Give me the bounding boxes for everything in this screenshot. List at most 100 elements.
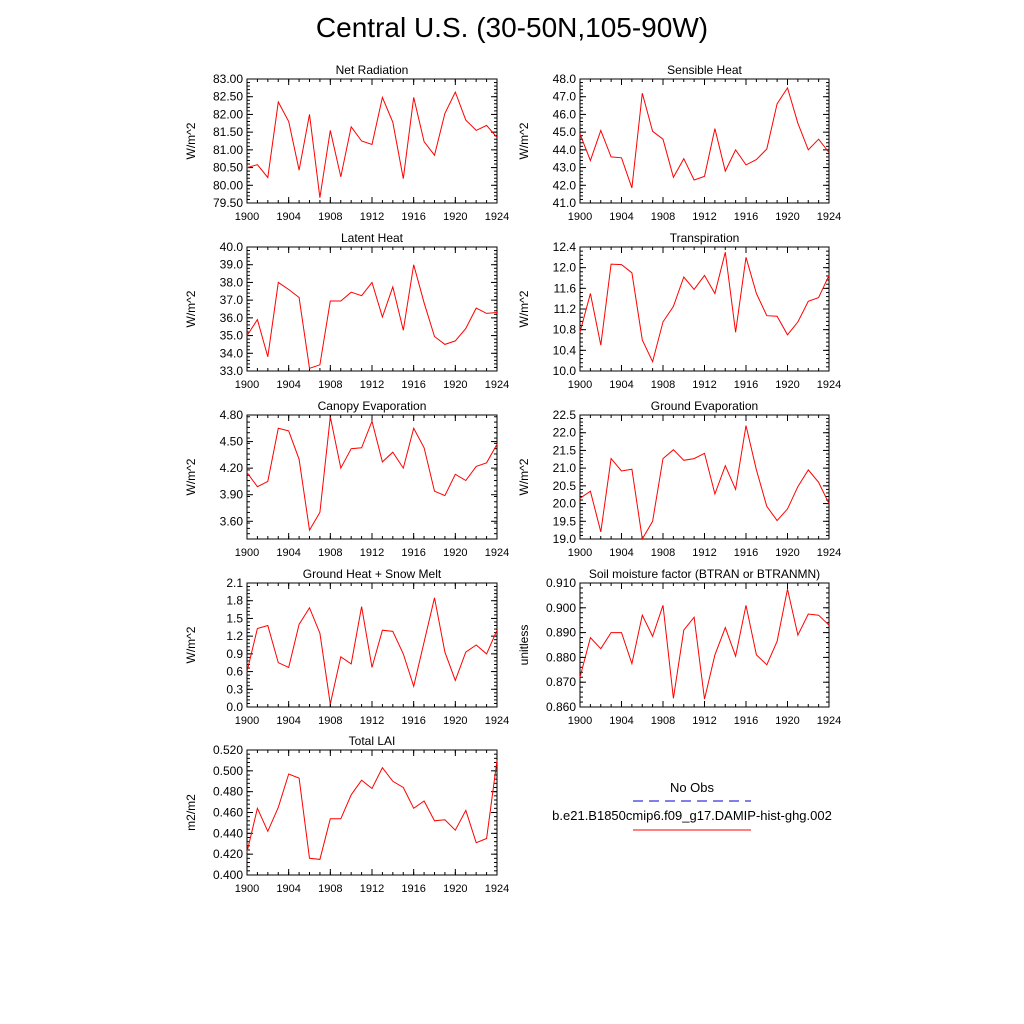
x-tick-label: 1916	[734, 211, 758, 223]
x-tick-label: 1904	[276, 715, 300, 727]
y-tick-label: 79.50	[213, 196, 243, 210]
x-tick-label: 1916	[401, 883, 425, 895]
y-tick-label: 1.5	[226, 611, 243, 625]
y-axis-label: m2/m2	[184, 794, 198, 831]
y-tick-label: 11.6	[554, 281, 577, 295]
x-tick-label: 1912	[692, 379, 716, 391]
x-tick-label: 1900	[568, 715, 592, 727]
x-tick-label: 1900	[235, 883, 259, 895]
x-tick-label: 1920	[443, 547, 467, 559]
x-tick-label: 1924	[485, 715, 509, 727]
x-tick-label: 1920	[443, 883, 467, 895]
y-tick-label: 20.0	[553, 497, 577, 511]
y-tick-label: 41.0	[553, 196, 577, 210]
y-tick-label: 10.8	[553, 323, 577, 337]
series-line	[246, 597, 498, 705]
x-tick-label: 1900	[235, 211, 259, 223]
y-tick-label: 33.0	[220, 364, 244, 378]
y-tick-label: 3.60	[220, 514, 244, 528]
series-line	[579, 252, 830, 364]
panel-title: Ground Evaporation	[651, 399, 758, 413]
y-tick-label: 36.0	[220, 311, 244, 325]
x-tick-label: 1900	[568, 547, 592, 559]
y-tick-label: 80.50	[213, 161, 243, 175]
panel-title: Net Radiation	[336, 63, 409, 77]
y-tick-label: 12.0	[553, 261, 577, 275]
panel-7: 1900 1904 1908 1912 1916 1920 1924 0.0 0.3 0.6 0.9…	[184, 567, 509, 727]
y-tick-label: 21.0	[553, 461, 577, 475]
y-tick-label: 19.0	[553, 532, 577, 546]
x-tick-label: 1920	[443, 379, 467, 391]
x-tick-label: 1924	[817, 379, 841, 391]
x-tick-label: 1920	[775, 379, 799, 391]
panel-title: Sensible Heat	[667, 63, 742, 77]
legend-model-label: b.e21.B1850cmip6.f09_g17.DAMIP-hist-ghg.…	[552, 808, 832, 823]
y-tick-label: 35.0	[220, 329, 244, 343]
x-tick-label: 1916	[401, 379, 425, 391]
y-tick-label: 39.0	[220, 258, 244, 272]
x-tick-label: 1924	[817, 715, 841, 727]
panel-5: 1900 1904 1908 1912 1916 1920 1924 3.60 3.90 4.20…	[184, 399, 509, 559]
y-tick-label: 21.5	[553, 443, 577, 457]
x-tick-label: 1912	[692, 211, 716, 223]
y-tick-label: 1.2	[226, 629, 243, 643]
y-tick-label: 44.0	[553, 143, 577, 157]
plot-frame	[246, 582, 498, 708]
x-tick-label: 1920	[775, 547, 799, 559]
x-tick-label: 1912	[360, 547, 384, 559]
y-tick-label: 0.460	[213, 806, 243, 820]
x-tick-label: 1912	[360, 211, 384, 223]
y-tick-label: 0.900	[546, 601, 576, 615]
panel-title: Ground Heat + Snow Melt	[303, 567, 442, 581]
x-tick-label: 1920	[775, 211, 799, 223]
x-tick-label: 1920	[443, 715, 467, 727]
y-tick-label: 19.5	[553, 514, 577, 528]
x-tick-label: 1904	[276, 379, 300, 391]
y-tick-label: 34.0	[220, 346, 244, 360]
y-axis-label: W/m^2	[184, 122, 198, 159]
plot-frame	[579, 78, 830, 204]
y-tick-label: 1.8	[226, 594, 243, 608]
y-tick-label: 0.880	[546, 650, 576, 664]
x-tick-label: 1904	[276, 211, 300, 223]
x-tick-label: 1912	[692, 715, 716, 727]
y-tick-label: 11.2	[554, 302, 577, 316]
panel-title: Canopy Evaporation	[318, 399, 427, 413]
panel-4: 1900 1904 1908 1912 1916 1920 1924 10.0 10.4 10.8…	[517, 231, 841, 391]
x-tick-label: 1908	[318, 715, 342, 727]
y-tick-label: 20.5	[553, 479, 577, 493]
y-tick-label: 83.00	[213, 72, 243, 86]
x-tick-label: 1920	[443, 211, 467, 223]
y-tick-label: 38.0	[220, 275, 244, 289]
plot-frame	[579, 246, 830, 372]
x-tick-label: 1904	[276, 883, 300, 895]
panel-3: 1900 1904 1908 1912 1916 1920 1924 33.0 34.0 35.0…	[184, 231, 509, 391]
plot-frame	[246, 749, 498, 876]
y-tick-label: 81.00	[213, 143, 243, 157]
x-tick-label: 1900	[235, 547, 259, 559]
y-tick-label: 0.890	[546, 626, 576, 640]
x-tick-label: 1916	[734, 379, 758, 391]
y-tick-label: 40.0	[220, 240, 244, 254]
plot-frame	[579, 582, 830, 708]
figure-title: Central U.S. (30-50N,105-90W)	[315, 12, 709, 43]
panel-6: 1900 1904 1908 1912 1916 1920 1924 19.0 19.5 20.0…	[517, 399, 841, 559]
y-tick-label: 47.0	[553, 90, 577, 104]
y-tick-label: 46.0	[553, 107, 577, 121]
series-line	[246, 760, 498, 860]
y-tick-label: 48.0	[553, 72, 577, 86]
x-tick-label: 1924	[485, 547, 509, 559]
x-tick-label: 1900	[235, 715, 259, 727]
x-tick-label: 1908	[318, 547, 342, 559]
x-tick-label: 1924	[817, 211, 841, 223]
y-tick-label: 82.00	[213, 107, 243, 121]
y-axis-label: unitless	[517, 625, 531, 666]
x-tick-label: 1924	[817, 547, 841, 559]
legend-obs-label: No Obs	[670, 780, 715, 795]
panel-title: Transpiration	[670, 231, 740, 245]
y-tick-label: 10.0	[553, 364, 577, 378]
y-tick-label: 10.4	[553, 343, 577, 357]
y-tick-label: 0.440	[213, 826, 243, 840]
x-tick-label: 1900	[235, 379, 259, 391]
